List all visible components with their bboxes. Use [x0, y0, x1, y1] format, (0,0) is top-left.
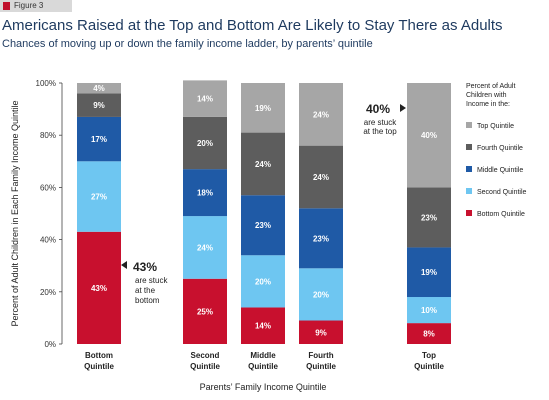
bar-segment	[77, 161, 121, 232]
chart-title: Americans Raised at the Top and Bottom A…	[2, 17, 503, 34]
bar-segment	[299, 145, 343, 209]
annotation-value: 40%	[366, 102, 390, 116]
legend-swatch	[466, 188, 472, 194]
bar-segment	[183, 216, 227, 279]
bar-segment	[299, 83, 343, 146]
bar-segment	[77, 93, 121, 117]
bar-segment	[241, 83, 285, 133]
x-axis-title: Parents’ Family Income Quintile	[200, 382, 327, 392]
bar-segment	[407, 297, 451, 324]
legend-swatch	[466, 166, 472, 172]
legend-swatch	[466, 210, 472, 216]
x-category-label: Middle	[250, 351, 276, 360]
annotation-value: 43%	[133, 260, 157, 274]
bar-segment	[407, 187, 451, 248]
bar-segment	[241, 132, 285, 196]
bar-segment	[183, 278, 227, 344]
legend-label: Middle Quintile	[477, 167, 523, 174]
data-label: 24%	[255, 160, 271, 169]
bar-segment	[77, 116, 121, 162]
data-label: 23%	[421, 213, 437, 222]
data-label: 19%	[255, 104, 271, 113]
data-label: 24%	[197, 243, 213, 252]
y-tick-label: 60%	[40, 183, 56, 192]
y-tick-label: 80%	[40, 131, 56, 140]
legend-swatch	[466, 144, 472, 150]
bar-segment	[299, 208, 343, 269]
bar-segment	[183, 116, 227, 170]
data-label: 27%	[91, 193, 107, 202]
annotation-text: are stuck	[364, 118, 397, 127]
data-label: 20%	[197, 139, 213, 148]
data-label: 4%	[93, 84, 105, 93]
bar-segment	[407, 83, 451, 188]
data-label: 9%	[315, 328, 327, 337]
data-label: 19%	[421, 268, 437, 277]
x-category-label: Quintile	[414, 362, 444, 371]
legend-title: Percent of Adult	[466, 83, 515, 90]
x-category-label: Bottom	[85, 351, 113, 360]
data-label: 20%	[255, 277, 271, 286]
data-label: 40%	[421, 131, 437, 140]
annotation-text: bottom	[135, 296, 160, 305]
x-category-label: Quintile	[248, 362, 278, 371]
bar-segment	[77, 83, 121, 94]
x-category-label: Second	[191, 351, 220, 360]
bar-segment	[183, 80, 227, 117]
bar-segment	[183, 169, 227, 217]
data-label: 9%	[93, 101, 105, 110]
x-category-label: Quintile	[190, 362, 220, 371]
data-label: 14%	[255, 322, 271, 331]
data-label: 18%	[197, 189, 213, 198]
legend-title: Children with	[466, 92, 507, 99]
bar-segment	[241, 195, 285, 256]
figure-label: Figure 3	[14, 1, 44, 10]
y-axis-title: Percent of Adult Children in Each Family…	[10, 100, 20, 326]
data-label: 23%	[255, 221, 271, 230]
y-tick-label: 40%	[40, 236, 56, 245]
data-label: 25%	[197, 307, 213, 316]
bar-segment	[299, 268, 343, 321]
y-tick-label: 100%	[36, 79, 56, 88]
y-tick-label: 0%	[44, 340, 56, 349]
bar-segment	[241, 255, 285, 308]
legend-label: Bottom Quintile	[477, 211, 525, 218]
annotation-arrow-left	[121, 261, 127, 269]
legend-title: Income in the:	[466, 101, 510, 108]
x-category-label: Quintile	[306, 362, 336, 371]
bar-segment	[407, 323, 451, 344]
legend-label: Top Quintile	[477, 123, 514, 130]
x-category-label: Top	[422, 351, 436, 360]
data-label: 14%	[197, 95, 213, 104]
figure-marker	[3, 2, 10, 10]
annotation-arrow-right	[400, 104, 406, 112]
annotation-text: at the	[135, 286, 156, 295]
bar-segment	[241, 307, 285, 344]
data-label: 43%	[91, 284, 107, 293]
x-category-label: Fourth	[308, 351, 333, 360]
data-label: 8%	[423, 330, 435, 339]
data-label: 24%	[313, 110, 329, 119]
bar-segment	[407, 247, 451, 298]
legend-label: Fourth Quintile	[477, 145, 523, 152]
chart-subtitle: Chances of moving up or down the family …	[2, 38, 373, 50]
legend-swatch	[466, 122, 472, 128]
bar-segment	[299, 320, 343, 344]
data-label: 10%	[421, 306, 437, 315]
data-label: 17%	[91, 135, 107, 144]
legend-label: Second Quintile	[477, 189, 527, 196]
bar-segment	[77, 231, 121, 344]
x-category-label: Quintile	[84, 362, 114, 371]
data-label: 24%	[313, 173, 329, 182]
annotation-text: are stuck	[135, 276, 168, 285]
annotation-text: at the top	[363, 127, 397, 136]
data-label: 23%	[313, 234, 329, 243]
data-label: 20%	[313, 290, 329, 299]
y-tick-label: 20%	[40, 288, 56, 297]
figure-tag: Figure 3	[0, 0, 72, 12]
